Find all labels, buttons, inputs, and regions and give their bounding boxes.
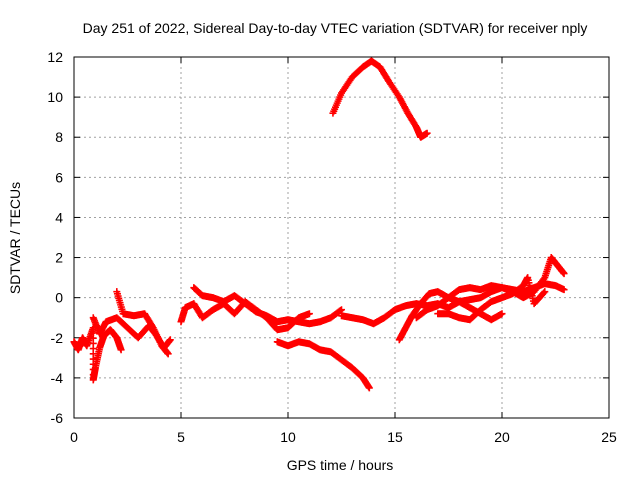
series-track-f — [273, 338, 373, 392]
series-track-e — [190, 284, 345, 328]
data-point — [541, 288, 549, 296]
series-track-k — [434, 274, 549, 324]
data-point — [336, 307, 344, 315]
data-point — [166, 336, 174, 344]
x-tick-label: 10 — [280, 429, 296, 445]
y-tick-label: -2 — [51, 330, 64, 346]
series-track-j — [412, 254, 568, 322]
data-point — [305, 310, 313, 318]
axis-ticks — [73, 56, 610, 419]
y-tick-label: 10 — [47, 89, 63, 105]
x-tick-label: 20 — [494, 429, 510, 445]
x-tick-label: 0 — [70, 429, 78, 445]
y-tick-label: -6 — [51, 410, 64, 426]
data-points — [70, 57, 568, 392]
y-tick-label: 8 — [55, 129, 63, 145]
data-point — [560, 270, 568, 278]
y-tick-label: 12 — [47, 49, 63, 65]
data-point — [540, 289, 548, 297]
y-tick-label: 0 — [55, 290, 63, 306]
y-tick-label: 4 — [55, 209, 63, 225]
data-point — [498, 310, 506, 318]
y-tick-label: 2 — [55, 250, 63, 266]
x-tick-label: 25 — [601, 429, 617, 445]
chart-title: Day 251 of 2022, Sidereal Day-to-day VTE… — [83, 20, 588, 36]
y-tick-labels: -6 -4 -2 0 2 4 6 8 10 12 — [47, 49, 63, 426]
x-tick-label: 5 — [177, 429, 185, 445]
data-point — [164, 350, 172, 358]
x-axis-label: GPS time / hours — [287, 457, 394, 473]
plot-frame — [73, 56, 610, 419]
y-axis-label: SDTVAR / TECUs — [7, 182, 23, 294]
data-point — [117, 346, 125, 354]
data-point — [365, 384, 373, 392]
data-point — [560, 286, 568, 294]
series-track-c — [113, 288, 172, 358]
y-tick-label: -4 — [51, 370, 64, 386]
y-tick-label: 6 — [55, 169, 63, 185]
x-tick-labels: 0 5 10 15 20 25 — [70, 429, 617, 445]
data-point — [423, 129, 431, 137]
series-track-g — [329, 57, 431, 141]
data-point — [338, 306, 345, 314]
grid — [74, 57, 609, 418]
x-tick-label: 15 — [387, 429, 403, 445]
